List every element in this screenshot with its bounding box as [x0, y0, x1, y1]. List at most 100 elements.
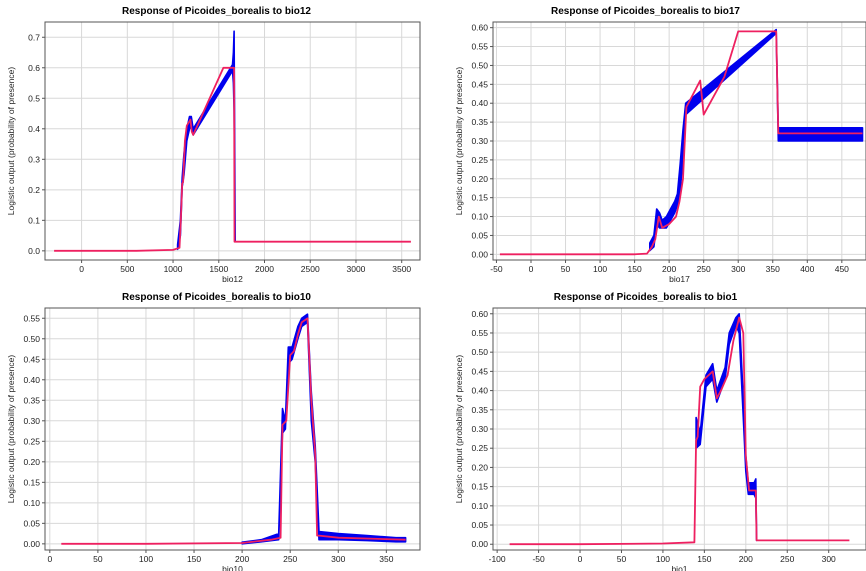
y-tick-label: 0.30 [471, 424, 488, 434]
x-tick-label: 2000 [255, 264, 274, 274]
y-tick-label: 0.50 [471, 347, 488, 357]
y-tick-label: 0.4 [28, 124, 40, 134]
x-tick-label: 0 [47, 554, 52, 564]
y-tick-label: 0.00 [23, 539, 40, 549]
x-tick-label: 200 [235, 554, 249, 564]
y-tick-label: 0.2 [28, 185, 40, 195]
x-tick-label: 0 [529, 264, 534, 274]
y-axis-label: Logistic output (probability of presence… [454, 67, 464, 216]
y-tick-label: 0.15 [23, 477, 40, 487]
x-tick-label: 100 [656, 554, 670, 564]
x-tick-label: 400 [800, 264, 814, 274]
x-axis-label: bio1 [671, 564, 687, 571]
x-tick-label: 100 [593, 264, 607, 274]
plot-frame [492, 21, 866, 261]
x-tick-label: 3000 [347, 264, 366, 274]
y-tick-label: 0.05 [471, 520, 488, 530]
y-tick-label: 0.6 [28, 63, 40, 73]
x-tick-label: 250 [697, 264, 711, 274]
x-tick-label: 450 [835, 264, 849, 274]
mean-response-line [61, 317, 406, 545]
x-tick-label: -50 [532, 554, 545, 564]
y-tick-label: 0.35 [471, 405, 488, 415]
x-tick-label: 300 [822, 554, 836, 564]
x-tick-label: 350 [379, 554, 393, 564]
x-tick-label: -50 [490, 264, 503, 274]
y-tick-label: 0.1 [28, 215, 40, 225]
y-tick-label: 0.35 [471, 117, 488, 127]
y-tick-label: 0.15 [471, 482, 488, 492]
chart-title: Response of Picoides_borealis to bio12 [122, 6, 311, 17]
x-tick-label: 0 [578, 554, 583, 564]
y-tick-label: 0.60 [471, 309, 488, 319]
y-tick-label: 0.40 [471, 386, 488, 396]
x-tick-label: 1500 [209, 264, 228, 274]
x-tick-label: 50 [93, 554, 103, 564]
chart-title: Response of Picoides_borealis to bio1 [554, 292, 738, 303]
y-tick-label: 0.25 [471, 155, 488, 165]
x-tick-label: 150 [628, 264, 642, 274]
y-tick-label: 0.7 [28, 32, 40, 42]
y-tick-label: 0.40 [471, 98, 488, 108]
chart-panel-bio12: Response of Picoides_borealis to bio12 0 5… [0, 0, 433, 285]
y-tick-label: 0.05 [471, 230, 488, 240]
x-tick-label: 300 [331, 554, 345, 564]
mean-response-line [499, 30, 863, 256]
chart-panel-bio17: Response of Picoides_borealis to bio17 -5… [433, 0, 866, 285]
x-tick-label: -100 [489, 554, 506, 564]
data-layer [499, 28, 864, 256]
y-tick-label: 0.10 [471, 212, 488, 222]
y-tick-label: 0.45 [471, 366, 488, 376]
x-axis-label: bio12 [222, 274, 243, 284]
x-tick-label: 2500 [301, 264, 320, 274]
x-axis-label: bio17 [669, 274, 690, 284]
y-tick-label: 0.0 [28, 246, 40, 256]
y-tick-label: 0.55 [471, 42, 488, 52]
x-tick-label: 250 [780, 554, 794, 564]
y-tick-label: 0.20 [23, 457, 40, 467]
chart-bio1: Response of Picoides_borealis to bio1 -10… [454, 292, 866, 571]
x-tick-label: 50 [617, 554, 627, 564]
data-layer [54, 30, 411, 252]
y-tick-label: 0.45 [471, 79, 488, 89]
x-tick-label: 100 [139, 554, 153, 564]
chart-title: Response of Picoides_borealis to bio10 [122, 292, 311, 303]
chart-panel-bio10: Response of Picoides_borealis to bio10 0 5… [0, 286, 433, 571]
plot-frame [44, 21, 421, 261]
chart-bio10: Response of Picoides_borealis to bio10 0 5… [6, 292, 421, 571]
chart-bio17: Response of Picoides_borealis to bio17 -5… [454, 6, 866, 284]
plot-area [44, 307, 421, 551]
x-tick-label: 300 [731, 264, 745, 274]
x-tick-label: 50 [561, 264, 571, 274]
y-tick-label: 0.00 [471, 249, 488, 259]
x-tick-label: 250 [283, 554, 297, 564]
chart-bio12: Response of Picoides_borealis to bio12 0 5… [6, 6, 421, 284]
y-tick-label: 0.55 [23, 313, 40, 323]
y-tick-label: 0.10 [471, 501, 488, 511]
chart-panel-bio1: Response of Picoides_borealis to bio1 -10… [433, 286, 866, 571]
y-tick-label: 0.05 [23, 518, 40, 528]
y-tick-label: 0.20 [471, 462, 488, 472]
x-axis-label: bio10 [222, 564, 243, 571]
y-tick-label: 0.3 [28, 154, 40, 164]
x-tick-label: 500 [120, 264, 134, 274]
spread-band [241, 313, 407, 545]
chart-title: Response of Picoides_borealis to bio17 [551, 6, 740, 17]
y-tick-label: 0.30 [471, 136, 488, 146]
data-layer [61, 313, 407, 545]
x-tick-label: 3500 [392, 264, 411, 274]
x-tick-label: 1000 [164, 264, 183, 274]
y-tick-label: 0.25 [471, 443, 488, 453]
y-tick-label: 0.30 [23, 416, 40, 426]
y-tick-label: 0.00 [471, 539, 488, 549]
x-tick-label: 200 [739, 554, 753, 564]
y-tick-label: 0.50 [471, 60, 488, 70]
mean-response-line [54, 66, 411, 252]
x-tick-label: 0 [79, 264, 84, 274]
y-axis-label: Logistic output (probability of presence… [454, 355, 464, 504]
plot-frame [44, 307, 421, 551]
y-axis-label: Logistic output (probability of presence… [6, 355, 16, 504]
y-tick-label: 0.5 [28, 93, 40, 103]
mean-response-line [509, 316, 850, 546]
y-axis-label: Logistic output (probability of presence… [6, 67, 16, 216]
